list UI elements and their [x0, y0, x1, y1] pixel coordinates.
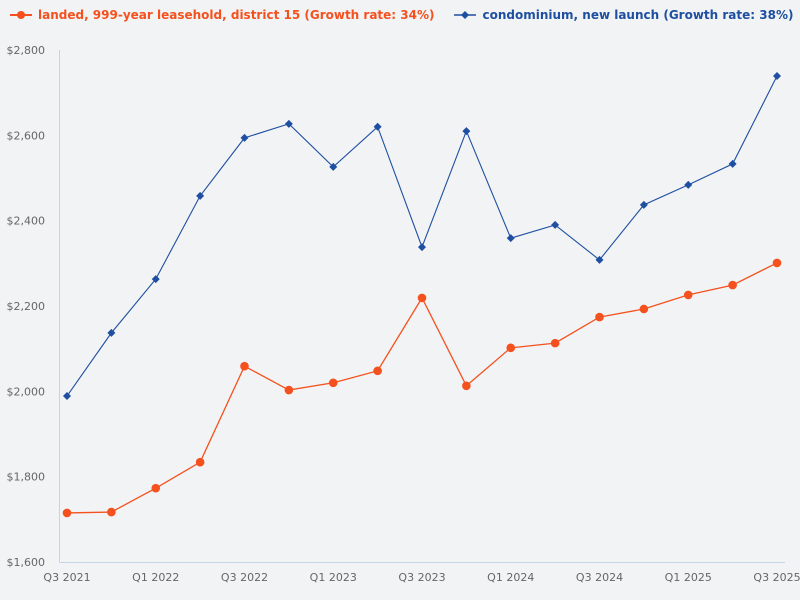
chart-legend: landed, 999-year leasehold, district 15 …: [10, 8, 793, 22]
x-tick-label: Q1 2023: [310, 571, 357, 584]
x-tick-label: Q1 2025: [665, 571, 712, 584]
data-point[interactable]: [506, 343, 516, 353]
data-point[interactable]: [284, 385, 294, 395]
data-point[interactable]: [151, 483, 161, 493]
series-condominium: [63, 72, 781, 401]
data-point[interactable]: [418, 243, 426, 252]
data-point[interactable]: [328, 378, 338, 388]
y-tick-label: $1,800: [7, 471, 46, 484]
data-point[interactable]: [595, 312, 604, 322]
data-point[interactable]: [417, 293, 427, 303]
data-point[interactable]: [462, 127, 471, 136]
y-tick-label: $2,200: [7, 300, 46, 313]
data-point[interactable]: [506, 234, 515, 243]
series-line: [66, 75, 778, 397]
y-tick-label: $2,600: [7, 129, 46, 142]
x-tick-label: Q1 2022: [132, 571, 179, 584]
data-point[interactable]: [462, 381, 471, 391]
data-point[interactable]: [195, 457, 205, 467]
data-point[interactable]: [240, 361, 249, 371]
data-point[interactable]: [373, 122, 382, 131]
y-axis-ticks: $1,600 $1,800 $2,000 $2,200 $2,400 $2,600 $2,8…: [7, 44, 46, 569]
x-tick-label: Q3 2024: [576, 571, 623, 584]
data-point[interactable]: [373, 366, 382, 376]
legend-item-landed[interactable]: landed, 999-year leasehold, district 15 …: [10, 8, 434, 22]
series-landed: [62, 258, 782, 518]
y-tick-label: $2,400: [7, 215, 46, 228]
data-point[interactable]: [772, 258, 782, 268]
data-point[interactable]: [63, 392, 71, 401]
data-point[interactable]: [728, 280, 737, 290]
data-point[interactable]: [107, 507, 116, 517]
data-point[interactable]: [683, 290, 693, 300]
diamond-marker-icon: [454, 11, 477, 19]
data-point[interactable]: [728, 159, 737, 168]
data-point[interactable]: [773, 72, 781, 81]
legend-label-condominium: condominium, new launch (Growth rate: 38…: [482, 8, 794, 22]
data-point[interactable]: [62, 508, 72, 518]
x-tick-label: Q3 2025: [753, 571, 800, 584]
legend-item-condominium[interactable]: condominium, new launch (Growth rate: 38…: [454, 8, 793, 22]
x-axis-ticks: Q3 2021 Q1 2022 Q3 2022 Q1 2023 Q3 2023 Q1 20…: [43, 571, 800, 584]
x-tick-label: Q3 2021: [43, 571, 90, 584]
data-point[interactable]: [151, 275, 160, 284]
circle-marker-icon: [10, 11, 32, 19]
data-point[interactable]: [284, 119, 293, 128]
data-point[interactable]: [639, 200, 648, 209]
data-point[interactable]: [329, 162, 338, 171]
data-point[interactable]: [196, 191, 205, 200]
x-tick-label: Q1 2024: [487, 571, 534, 584]
data-point[interactable]: [595, 255, 604, 264]
data-point[interactable]: [639, 304, 649, 314]
data-point[interactable]: [107, 328, 116, 337]
data-point[interactable]: [550, 338, 560, 348]
y-tick-label: $2,000: [7, 385, 46, 398]
data-point[interactable]: [240, 133, 249, 142]
y-tick-label: $2,800: [7, 44, 46, 57]
y-tick-label: $1,600: [7, 556, 46, 569]
series-layer: [62, 72, 782, 518]
data-point[interactable]: [684, 180, 693, 189]
legend-label-landed: landed, 999-year leasehold, district 15 …: [38, 8, 435, 22]
data-point[interactable]: [551, 220, 560, 229]
x-tick-label: Q3 2022: [221, 571, 268, 584]
x-tick-label: Q3 2023: [398, 571, 445, 584]
